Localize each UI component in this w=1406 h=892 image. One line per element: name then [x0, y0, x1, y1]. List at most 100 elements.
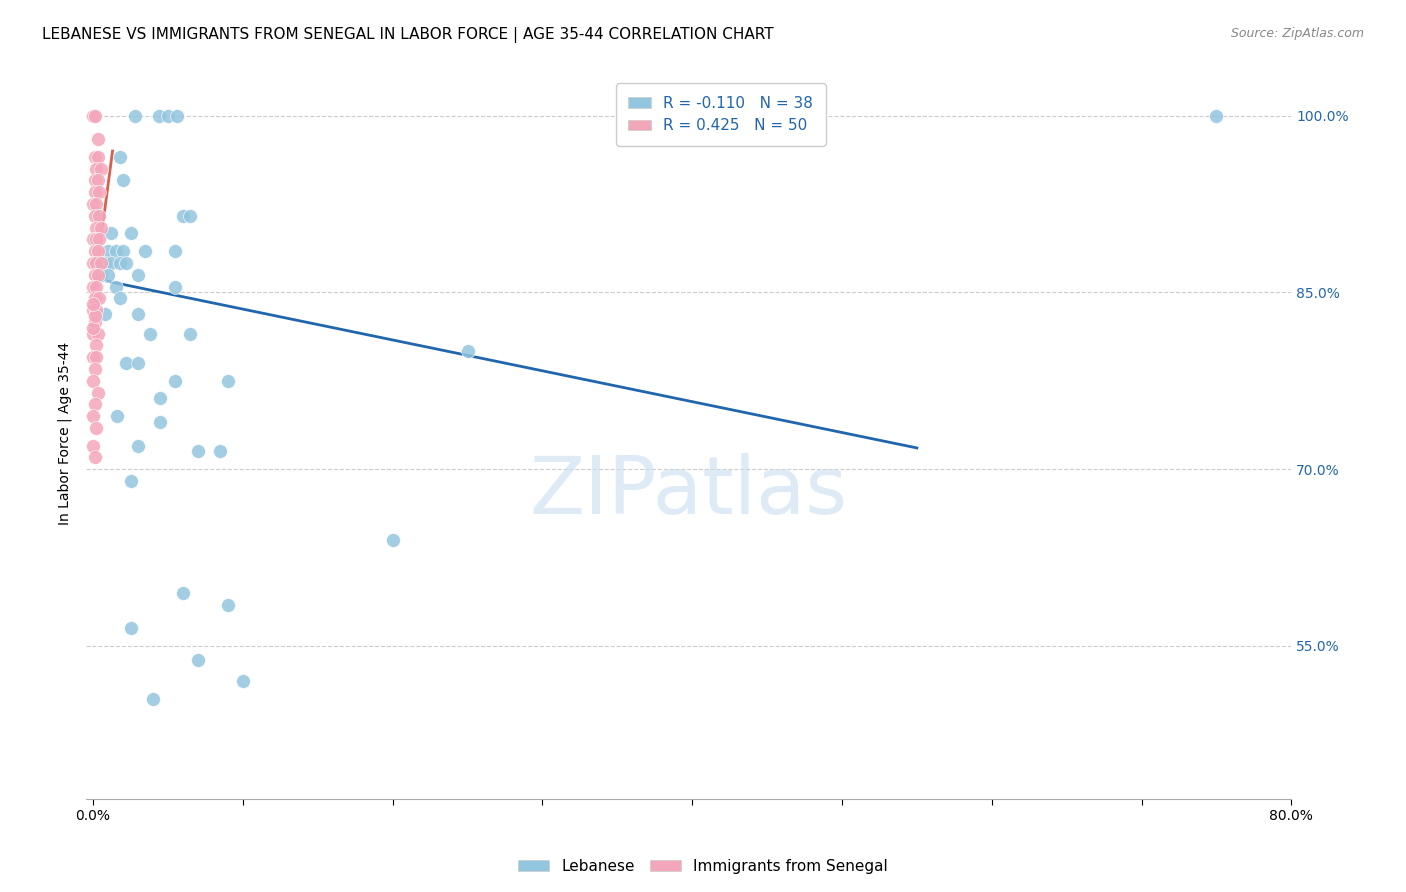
Point [108, 256, 131, 270]
Point [87, 291, 110, 305]
Point [82, 350, 104, 364]
Point [232, 674, 254, 689]
Point [149, 392, 172, 406]
Point [83, 450, 105, 465]
Point [82, 320, 104, 334]
Point [90, 161, 112, 176]
Point [187, 653, 209, 667]
Point [83, 397, 105, 411]
Point [86, 173, 108, 187]
Point [97, 244, 120, 259]
Point [86, 244, 108, 259]
Point [82, 256, 104, 270]
Point [83, 244, 105, 259]
Text: ZIPatlas: ZIPatlas [530, 453, 848, 532]
Point [94, 256, 117, 270]
Point [83, 186, 105, 200]
Point [209, 444, 232, 458]
Point [86, 268, 108, 282]
Point [134, 244, 156, 259]
Point [83, 309, 105, 323]
Point [97, 268, 120, 282]
Point [82, 374, 104, 388]
Point [83, 291, 105, 305]
Point [82, 279, 104, 293]
Point [82, 297, 104, 311]
Point [104, 244, 127, 259]
Point [1205, 109, 1227, 123]
Point [105, 409, 128, 423]
Point [87, 209, 110, 223]
Y-axis label: In Labor Force | Age 35-44: In Labor Force | Age 35-44 [58, 343, 72, 525]
Point [84, 256, 107, 270]
Point [83, 362, 105, 376]
Point [87, 232, 110, 246]
Point [87, 186, 110, 200]
Point [149, 415, 172, 429]
Point [83, 173, 105, 187]
Point [84, 279, 107, 293]
Point [120, 227, 142, 241]
Point [111, 244, 134, 259]
Point [381, 533, 404, 547]
Point [104, 279, 127, 293]
Point [217, 598, 239, 612]
Point [187, 444, 209, 458]
Point [127, 268, 149, 282]
Point [179, 209, 201, 223]
Point [90, 256, 112, 270]
Point [82, 197, 104, 211]
Text: LEBANESE VS IMMIGRANTS FROM SENEGAL IN LABOR FORCE | AGE 35-44 CORRELATION CHART: LEBANESE VS IMMIGRANTS FROM SENEGAL IN L… [42, 27, 773, 43]
Point [165, 279, 187, 293]
Point [82, 326, 104, 341]
Point [84, 197, 107, 211]
Point [166, 109, 188, 123]
Point [111, 173, 134, 187]
Point [124, 109, 146, 123]
Point [100, 256, 122, 270]
Point [179, 326, 201, 341]
Point [86, 385, 108, 400]
Legend: Lebanese, Immigrants from Senegal: Lebanese, Immigrants from Senegal [512, 853, 894, 880]
Point [139, 326, 162, 341]
Point [100, 227, 122, 241]
Point [83, 109, 105, 123]
Point [172, 586, 194, 600]
Text: Source: ZipAtlas.com: Source: ZipAtlas.com [1230, 27, 1364, 40]
Point [217, 374, 239, 388]
Legend: R = -0.110   N = 38, R = 0.425   N = 50: R = -0.110 N = 38, R = 0.425 N = 50 [616, 84, 825, 145]
Point [165, 374, 187, 388]
Point [86, 132, 108, 146]
Point [108, 291, 131, 305]
Point [82, 232, 104, 246]
Point [115, 256, 138, 270]
Point [84, 350, 107, 364]
Point [127, 356, 149, 370]
Point [82, 109, 104, 123]
Point [86, 326, 108, 341]
Point [84, 220, 107, 235]
Point [165, 244, 187, 259]
Point [148, 109, 170, 123]
Point [90, 268, 112, 282]
Point [120, 474, 142, 488]
Point [457, 344, 479, 359]
Point [142, 692, 165, 706]
Point [172, 209, 194, 223]
Point [94, 307, 117, 321]
Point [84, 303, 107, 318]
Point [83, 315, 105, 329]
Point [108, 150, 131, 164]
Point [82, 439, 104, 453]
Point [84, 161, 107, 176]
Point [83, 209, 105, 223]
Point [83, 268, 105, 282]
Point [115, 356, 138, 370]
Point [127, 439, 149, 453]
Point [82, 409, 104, 423]
Point [90, 220, 112, 235]
Point [82, 303, 104, 318]
Point [84, 232, 107, 246]
Point [86, 150, 108, 164]
Point [127, 307, 149, 321]
